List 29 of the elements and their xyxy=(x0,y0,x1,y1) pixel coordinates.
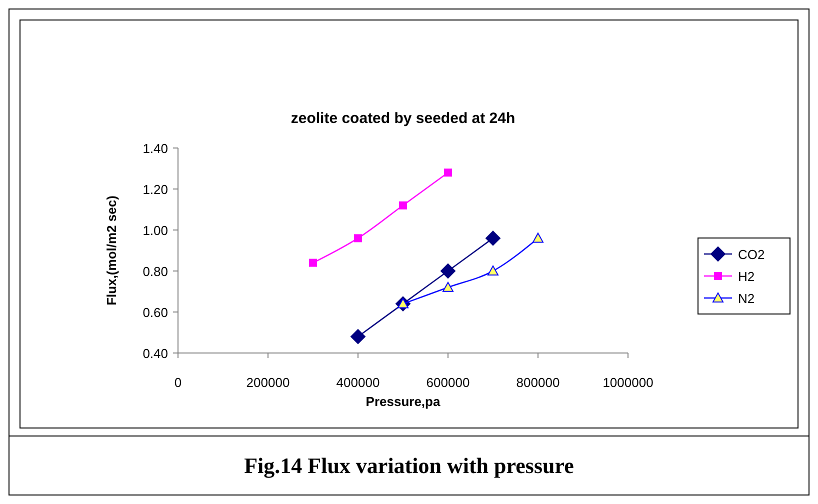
x-tick-label: 400000 xyxy=(336,375,380,390)
y-tick-label: 1.20 xyxy=(142,182,168,197)
x-axis-title: Pressure,pa xyxy=(366,394,441,409)
point xyxy=(488,266,498,276)
x-tick-label: 1000000 xyxy=(602,375,654,390)
x-tick-label: 800000 xyxy=(516,375,560,390)
y-tick-label: 0.60 xyxy=(142,305,168,320)
x-tick-label: 0 xyxy=(174,375,182,390)
point xyxy=(350,329,366,344)
point xyxy=(399,201,407,210)
y-tick-label: 1.00 xyxy=(142,223,168,238)
point xyxy=(532,232,544,243)
point xyxy=(442,282,454,292)
caption: Fig.14 Flux variation with pressure xyxy=(244,453,574,478)
y-tick-label: 1.40 xyxy=(142,141,168,156)
y-axis-title: Flux,(mol/m2 sec) xyxy=(104,196,119,306)
x-tick-label: 200000 xyxy=(246,375,290,390)
y-tick-label: 0.80 xyxy=(142,264,168,279)
chart-title: zeolite coated by seeded at 24h xyxy=(290,110,516,127)
legend-label: CO2 xyxy=(738,247,765,262)
point xyxy=(354,234,362,242)
x-tick-label: 600000 xyxy=(426,375,470,390)
legend-label: N2 xyxy=(738,291,755,306)
point xyxy=(444,168,452,177)
legend-label: H2 xyxy=(738,269,755,284)
y-tick-label: 0.40 xyxy=(142,346,168,361)
point xyxy=(440,264,456,278)
point xyxy=(309,258,317,267)
point xyxy=(486,230,500,246)
